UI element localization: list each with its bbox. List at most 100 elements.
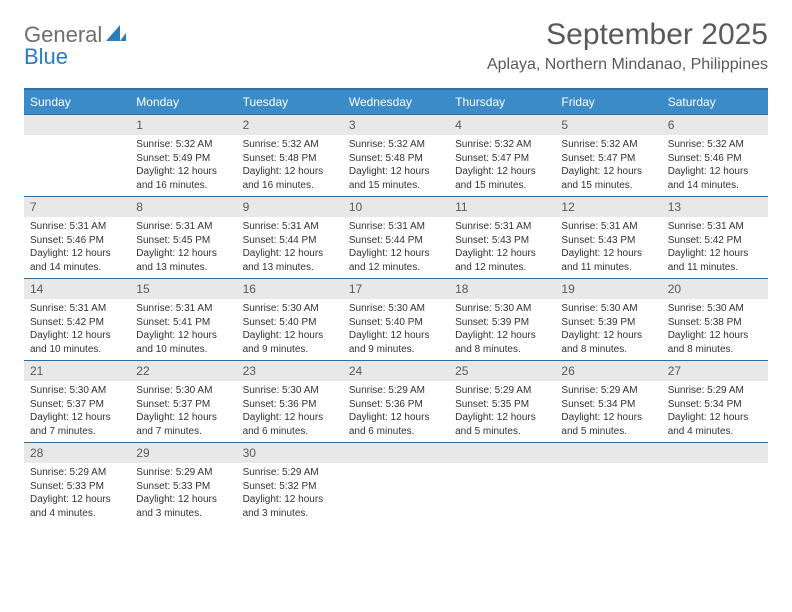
day-number: 24 <box>343 361 449 381</box>
day-content: Sunrise: 5:32 AMSunset: 5:47 PMDaylight:… <box>449 135 555 195</box>
daylight-text: Daylight: 12 hours and 14 minutes. <box>668 165 762 192</box>
sunset-text: Sunset: 5:40 PM <box>349 316 443 330</box>
day-number: 23 <box>237 361 343 381</box>
weekday-header: Saturday <box>662 89 768 115</box>
day-content: Sunrise: 5:29 AMSunset: 5:34 PMDaylight:… <box>662 381 768 441</box>
weekday-header: Friday <box>555 89 661 115</box>
empty-day-header <box>24 115 130 135</box>
day-content: Sunrise: 5:32 AMSunset: 5:48 PMDaylight:… <box>343 135 449 195</box>
day-content: Sunrise: 5:31 AMSunset: 5:44 PMDaylight:… <box>343 217 449 277</box>
daylight-text: Daylight: 12 hours and 15 minutes. <box>561 165 655 192</box>
calendar-cell <box>24 115 130 197</box>
day-number: 3 <box>343 115 449 135</box>
day-number: 5 <box>555 115 661 135</box>
daylight-text: Daylight: 12 hours and 13 minutes. <box>243 247 337 274</box>
day-number: 17 <box>343 279 449 299</box>
calendar-cell: 8Sunrise: 5:31 AMSunset: 5:45 PMDaylight… <box>130 197 236 279</box>
sunset-text: Sunset: 5:32 PM <box>243 480 337 494</box>
sunset-text: Sunset: 5:39 PM <box>455 316 549 330</box>
day-content: Sunrise: 5:29 AMSunset: 5:33 PMDaylight:… <box>130 463 236 523</box>
day-content: Sunrise: 5:30 AMSunset: 5:39 PMDaylight:… <box>555 299 661 359</box>
day-content: Sunrise: 5:29 AMSunset: 5:35 PMDaylight:… <box>449 381 555 441</box>
day-number: 25 <box>449 361 555 381</box>
calendar-cell: 2Sunrise: 5:32 AMSunset: 5:48 PMDaylight… <box>237 115 343 197</box>
day-number: 10 <box>343 197 449 217</box>
calendar-cell <box>555 443 661 525</box>
sunset-text: Sunset: 5:44 PM <box>349 234 443 248</box>
daylight-text: Daylight: 12 hours and 6 minutes. <box>243 411 337 438</box>
sunset-text: Sunset: 5:49 PM <box>136 152 230 166</box>
daylight-text: Daylight: 12 hours and 9 minutes. <box>349 329 443 356</box>
day-number: 20 <box>662 279 768 299</box>
calendar-cell: 24Sunrise: 5:29 AMSunset: 5:36 PMDayligh… <box>343 361 449 443</box>
sunrise-text: Sunrise: 5:30 AM <box>349 302 443 316</box>
daylight-text: Daylight: 12 hours and 11 minutes. <box>561 247 655 274</box>
calendar-cell <box>662 443 768 525</box>
day-number: 7 <box>24 197 130 217</box>
day-content: Sunrise: 5:30 AMSunset: 5:39 PMDaylight:… <box>449 299 555 359</box>
daylight-text: Daylight: 12 hours and 5 minutes. <box>561 411 655 438</box>
day-content: Sunrise: 5:30 AMSunset: 5:40 PMDaylight:… <box>237 299 343 359</box>
location-subtitle: Aplaya, Northern Mindanao, Philippines <box>487 56 768 74</box>
day-content: Sunrise: 5:30 AMSunset: 5:38 PMDaylight:… <box>662 299 768 359</box>
daylight-text: Daylight: 12 hours and 16 minutes. <box>136 165 230 192</box>
calendar-cell: 15Sunrise: 5:31 AMSunset: 5:41 PMDayligh… <box>130 279 236 361</box>
calendar-cell: 28Sunrise: 5:29 AMSunset: 5:33 PMDayligh… <box>24 443 130 525</box>
calendar-cell: 14Sunrise: 5:31 AMSunset: 5:42 PMDayligh… <box>24 279 130 361</box>
calendar-cell: 25Sunrise: 5:29 AMSunset: 5:35 PMDayligh… <box>449 361 555 443</box>
calendar-cell: 23Sunrise: 5:30 AMSunset: 5:36 PMDayligh… <box>237 361 343 443</box>
sunset-text: Sunset: 5:35 PM <box>455 398 549 412</box>
sunrise-text: Sunrise: 5:30 AM <box>243 302 337 316</box>
sunrise-text: Sunrise: 5:30 AM <box>136 384 230 398</box>
day-number: 21 <box>24 361 130 381</box>
daylight-text: Daylight: 12 hours and 10 minutes. <box>136 329 230 356</box>
day-number: 4 <box>449 115 555 135</box>
calendar-cell: 12Sunrise: 5:31 AMSunset: 5:43 PMDayligh… <box>555 197 661 279</box>
sunset-text: Sunset: 5:42 PM <box>668 234 762 248</box>
sunrise-text: Sunrise: 5:29 AM <box>30 466 124 480</box>
daylight-text: Daylight: 12 hours and 14 minutes. <box>30 247 124 274</box>
calendar-cell <box>449 443 555 525</box>
sunset-text: Sunset: 5:38 PM <box>668 316 762 330</box>
calendar-table: SundayMondayTuesdayWednesdayThursdayFrid… <box>24 88 768 525</box>
day-content: Sunrise: 5:30 AMSunset: 5:37 PMDaylight:… <box>24 381 130 441</box>
calendar-row: 14Sunrise: 5:31 AMSunset: 5:42 PMDayligh… <box>24 279 768 361</box>
day-number: 8 <box>130 197 236 217</box>
sunrise-text: Sunrise: 5:29 AM <box>455 384 549 398</box>
sunrise-text: Sunrise: 5:30 AM <box>561 302 655 316</box>
day-content: Sunrise: 5:29 AMSunset: 5:32 PMDaylight:… <box>237 463 343 523</box>
calendar-cell: 1Sunrise: 5:32 AMSunset: 5:49 PMDaylight… <box>130 115 236 197</box>
daylight-text: Daylight: 12 hours and 13 minutes. <box>136 247 230 274</box>
sunrise-text: Sunrise: 5:31 AM <box>349 220 443 234</box>
sunrise-text: Sunrise: 5:30 AM <box>243 384 337 398</box>
sunset-text: Sunset: 5:46 PM <box>30 234 124 248</box>
calendar-cell: 13Sunrise: 5:31 AMSunset: 5:42 PMDayligh… <box>662 197 768 279</box>
day-number: 16 <box>237 279 343 299</box>
month-title: September 2025 <box>487 18 768 52</box>
sunrise-text: Sunrise: 5:32 AM <box>455 138 549 152</box>
daylight-text: Daylight: 12 hours and 7 minutes. <box>136 411 230 438</box>
day-content: Sunrise: 5:31 AMSunset: 5:43 PMDaylight:… <box>449 217 555 277</box>
sunrise-text: Sunrise: 5:29 AM <box>668 384 762 398</box>
sunset-text: Sunset: 5:40 PM <box>243 316 337 330</box>
sunset-text: Sunset: 5:43 PM <box>561 234 655 248</box>
sunrise-text: Sunrise: 5:31 AM <box>30 302 124 316</box>
sunset-text: Sunset: 5:42 PM <box>30 316 124 330</box>
sunset-text: Sunset: 5:34 PM <box>668 398 762 412</box>
day-number: 13 <box>662 197 768 217</box>
day-content: Sunrise: 5:31 AMSunset: 5:42 PMDaylight:… <box>24 299 130 359</box>
sunrise-text: Sunrise: 5:29 AM <box>561 384 655 398</box>
sunrise-text: Sunrise: 5:31 AM <box>30 220 124 234</box>
sunrise-text: Sunrise: 5:30 AM <box>455 302 549 316</box>
sunrise-text: Sunrise: 5:32 AM <box>668 138 762 152</box>
sunrise-text: Sunrise: 5:31 AM <box>561 220 655 234</box>
day-number: 6 <box>662 115 768 135</box>
day-content: Sunrise: 5:31 AMSunset: 5:45 PMDaylight:… <box>130 217 236 277</box>
calendar-cell: 30Sunrise: 5:29 AMSunset: 5:32 PMDayligh… <box>237 443 343 525</box>
day-number: 28 <box>24 443 130 463</box>
calendar-cell: 7 Sunrise: 5:31 AMSunset: 5:46 PMDaylight… <box>24 197 130 279</box>
empty-day-header <box>343 443 449 463</box>
sunrise-text: Sunrise: 5:30 AM <box>668 302 762 316</box>
logo-text-blue: Blue <box>24 44 68 69</box>
day-number: 1 <box>130 115 236 135</box>
